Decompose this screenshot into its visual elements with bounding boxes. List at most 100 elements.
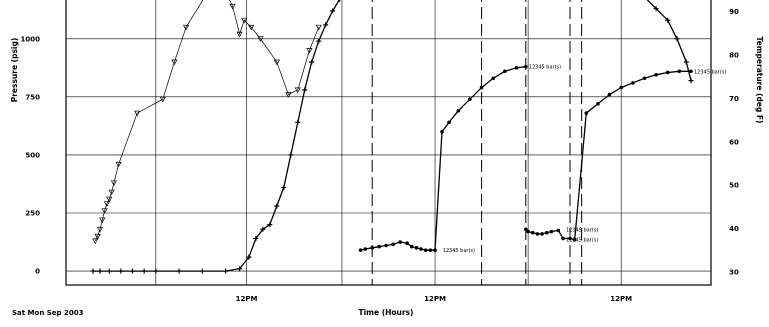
data-point	[456, 108, 461, 113]
data-point	[596, 102, 600, 106]
data-point	[689, 69, 693, 74]
grid	[66, 0, 711, 285]
data-point	[398, 240, 402, 244]
data-point	[363, 247, 368, 251]
y2-tick-label: 30	[729, 268, 739, 276]
data-point	[428, 248, 433, 252]
annotation-label: 12345 bar(s)	[566, 238, 598, 244]
data-point	[561, 236, 565, 241]
data-point	[199, 268, 205, 274]
data-point	[316, 38, 322, 44]
data-point	[110, 180, 118, 187]
x-tick-label: 12PM	[610, 295, 632, 303]
data-point	[384, 243, 388, 248]
y2-tick-label: 80	[729, 52, 739, 60]
data-point	[285, 92, 292, 98]
series-line-2	[360, 66, 526, 251]
data-point	[281, 184, 287, 190]
y2-tick-label: 40	[729, 225, 739, 233]
data-point	[391, 242, 395, 247]
data-point	[642, 76, 647, 81]
data-point	[654, 72, 658, 77]
data-point	[631, 81, 635, 85]
data-point	[414, 246, 419, 250]
data-point	[153, 268, 159, 274]
data-point	[295, 119, 301, 125]
data-point	[229, 3, 236, 10]
data-point	[267, 222, 273, 228]
data-point	[468, 97, 472, 101]
x-axis-label: Time (Hours)	[359, 308, 414, 317]
y-tick-label: 0	[35, 268, 40, 276]
data-point	[315, 24, 322, 31]
data-point	[549, 229, 554, 234]
data-point	[423, 248, 428, 252]
data-point	[118, 268, 124, 274]
data-point	[253, 236, 259, 242]
data-point	[94, 233, 101, 240]
data-point	[106, 268, 112, 274]
y2-tick-label: 50	[729, 182, 739, 190]
y2-tick-label: 70	[729, 95, 739, 103]
data-point	[97, 268, 103, 274]
data-point	[246, 254, 252, 260]
y-tick-label: 500	[25, 151, 40, 159]
data-point	[479, 85, 484, 90]
data-point	[323, 22, 329, 28]
event-dividers	[371, 0, 583, 285]
plot-frame	[65, 0, 712, 286]
data-point	[688, 78, 694, 84]
annotation-label: 12345 bar(s)	[566, 227, 598, 233]
data-point	[260, 226, 266, 232]
y2-tick-label: 60	[729, 138, 739, 146]
data-point	[526, 229, 530, 234]
data-point	[176, 268, 182, 274]
y-tick-label: 1000	[21, 35, 41, 43]
data-point	[503, 69, 507, 74]
data-point	[241, 17, 248, 24]
y-tick-label: 750	[25, 93, 40, 101]
data-point	[683, 59, 689, 65]
y-axis-label: Pressure (psig)	[10, 38, 19, 103]
data-point	[159, 96, 166, 103]
data-point	[108, 189, 115, 196]
series-line-0	[94, 0, 320, 242]
start-date-label: Sat Mon Sep 2003	[12, 309, 84, 317]
data-point	[584, 111, 589, 115]
data-point	[523, 227, 528, 232]
data-point	[96, 226, 104, 233]
data-point	[405, 241, 409, 245]
annotation-label: 12345 bar(s)	[529, 65, 561, 71]
data-point	[171, 59, 178, 66]
x-tick-label: 12PM	[236, 295, 258, 303]
data-point	[572, 237, 577, 242]
y2-tick-label: 90	[729, 8, 739, 16]
data-point	[141, 268, 147, 274]
annotations: 12345 bar(s) 12345 bar(s) 12345 bar(s) 1234…	[443, 65, 727, 255]
data-point	[115, 161, 122, 168]
data-point	[330, 8, 336, 14]
x-tick-label: 12PM	[424, 295, 446, 303]
annotation-label: 12345 bar(s)	[443, 248, 475, 254]
data-point	[92, 238, 99, 245]
data-point	[514, 66, 519, 70]
data-point	[419, 247, 423, 251]
data-point	[106, 196, 113, 203]
data-point	[544, 230, 549, 235]
data-point	[440, 129, 444, 134]
annotation-label: 12345 bar(s)	[694, 69, 726, 75]
series-line-4	[646, 0, 692, 81]
data-point	[223, 268, 229, 274]
data-point	[556, 228, 561, 233]
data-point	[306, 48, 313, 54]
data-point	[182, 24, 190, 31]
data-point	[523, 64, 528, 69]
data-point	[134, 110, 141, 117]
data-point	[274, 203, 280, 209]
data-point	[130, 268, 136, 274]
data-point	[248, 24, 255, 31]
data-point	[101, 208, 108, 214]
data-point	[237, 266, 243, 272]
data-point	[674, 36, 680, 42]
